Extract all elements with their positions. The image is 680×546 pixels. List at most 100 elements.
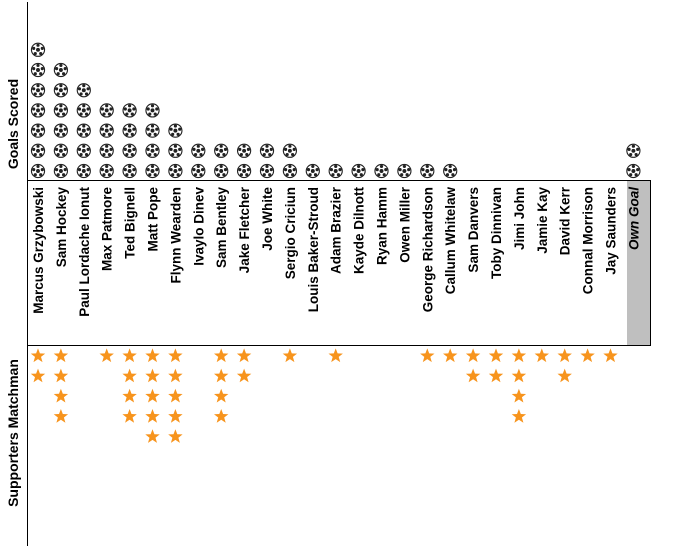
motm-star-icon — [168, 348, 183, 363]
goal-ball-icon — [99, 123, 114, 138]
goal-ball-icon — [76, 103, 91, 118]
goal-ball-icon — [145, 143, 160, 158]
goal-ball-icon — [30, 62, 46, 78]
player-name: Sam Danvers — [466, 187, 481, 273]
goal-ball-icon — [76, 123, 91, 138]
goal-ball-icon — [53, 123, 69, 138]
goal-ball-icon — [305, 163, 320, 179]
motm-axis-label: Supporters Matchman — [5, 359, 21, 507]
goal-ball-icon — [374, 163, 389, 179]
motm-star-icon — [443, 348, 458, 363]
own-goal-band — [627, 181, 650, 345]
player-name: Connal Morrison — [581, 187, 596, 294]
player-column: Jamie Kay — [534, 187, 550, 363]
player-column: Paul Lordache Ionut — [76, 83, 92, 317]
player-name: Sam Hockey — [54, 187, 69, 268]
goal-ball-icon — [328, 163, 343, 179]
player-name: David Kerr — [558, 186, 573, 255]
player-name: Flynn Wearden — [168, 187, 183, 284]
motm-star-icon — [168, 368, 183, 383]
own-goal-label: Own Goal — [626, 187, 641, 250]
goal-ball-icon — [76, 163, 91, 179]
motm-star-icon — [122, 388, 137, 403]
motm-star-icon — [53, 388, 69, 403]
motm-star-icon — [236, 368, 252, 383]
motm-star-icon — [214, 348, 229, 363]
motm-star-icon — [145, 409, 160, 423]
player-name: Matt Pope — [146, 187, 161, 252]
goal-ball-icon — [122, 163, 137, 179]
player-column: Connal Morrison — [580, 187, 596, 363]
motm-star-icon — [145, 368, 160, 383]
goal-ball-icon — [259, 143, 275, 158]
player-name: Kayde Dilnott — [352, 187, 367, 275]
goal-ball-icon — [30, 143, 46, 158]
goal-ball-icon — [443, 163, 458, 179]
player-column: Kayde Dilnott — [351, 163, 367, 275]
player-name: Jake Fletcher — [237, 186, 252, 273]
player-name: Adam Brazier — [329, 186, 344, 274]
player-name: Ivaylo Dinev — [191, 187, 206, 266]
motm-star-icon — [145, 429, 160, 443]
player-column: Jay Saunders — [603, 187, 619, 363]
player-column: Adam Brazier — [328, 163, 344, 363]
goal-ball-icon — [259, 163, 275, 179]
player-column: Ivaylo Dinev — [191, 143, 206, 266]
player-name: Sergio Criciun — [283, 187, 298, 279]
player-column: David Kerr — [557, 186, 573, 383]
player-name: Max Patmore — [100, 187, 115, 272]
player-name: Ted Bignell — [123, 187, 138, 259]
player-column: Marcus Grzybowski — [30, 42, 46, 383]
goal-ball-icon — [626, 143, 641, 158]
goals-axis-label: Goals Scored — [5, 79, 21, 169]
goal-ball-icon — [76, 143, 91, 158]
goal-ball-icon — [53, 62, 69, 78]
motm-star-icon — [214, 409, 229, 423]
goal-ball-icon — [168, 163, 183, 179]
player-column: Ted Bignell — [122, 103, 138, 423]
goal-ball-icon — [53, 163, 69, 179]
motm-star-icon — [328, 348, 343, 363]
goal-ball-icon — [99, 163, 114, 179]
goal-ball-icon — [351, 163, 366, 179]
player-column: Jake Fletcher — [236, 143, 252, 383]
motm-star-icon — [465, 348, 481, 363]
player-name: Paul Lordache Ionut — [77, 187, 92, 317]
motm-star-icon — [122, 348, 137, 363]
goal-ball-icon — [282, 143, 298, 158]
motm-star-icon — [420, 348, 435, 363]
player-columns: Marcus Grzybowski Sam Hockey Paul Lordache… — [30, 42, 641, 443]
goal-ball-icon — [53, 103, 69, 118]
player-name: Sam Bentley — [214, 187, 229, 269]
motm-star-icon — [30, 368, 46, 383]
player-column: Flynn Wearden — [168, 123, 183, 443]
motm-star-icon — [145, 388, 160, 403]
goal-ball-icon — [214, 143, 229, 158]
motm-star-icon — [511, 388, 527, 403]
player-column: Toby Dinnivan — [488, 187, 504, 383]
goal-ball-icon — [191, 163, 206, 179]
goal-ball-icon — [191, 143, 206, 158]
motm-star-icon — [511, 368, 527, 383]
motm-star-icon — [168, 429, 183, 443]
goal-ball-icon — [145, 103, 160, 118]
player-column: Sam Danvers — [465, 187, 481, 383]
goal-ball-icon — [236, 163, 252, 179]
goal-ball-icon — [397, 163, 412, 179]
motm-star-icon — [282, 348, 298, 363]
player-column: Callum Whitelaw — [443, 163, 458, 363]
motm-star-icon — [53, 368, 69, 383]
motm-star-icon — [465, 368, 481, 383]
player-column: Jimi John — [511, 187, 527, 423]
motm-star-icon — [580, 348, 595, 363]
goal-ball-icon — [30, 103, 46, 118]
goal-ball-icon — [53, 83, 69, 98]
goal-ball-icon — [145, 163, 160, 179]
player-name: Callum Whitelaw — [443, 187, 458, 295]
goal-ball-icon — [420, 163, 435, 179]
player-name: Jimi John — [512, 187, 527, 250]
player-name: Louis Baker-Stroud — [306, 187, 321, 312]
motm-star-icon — [168, 409, 183, 423]
player-column: Sam Bentley — [214, 143, 229, 423]
